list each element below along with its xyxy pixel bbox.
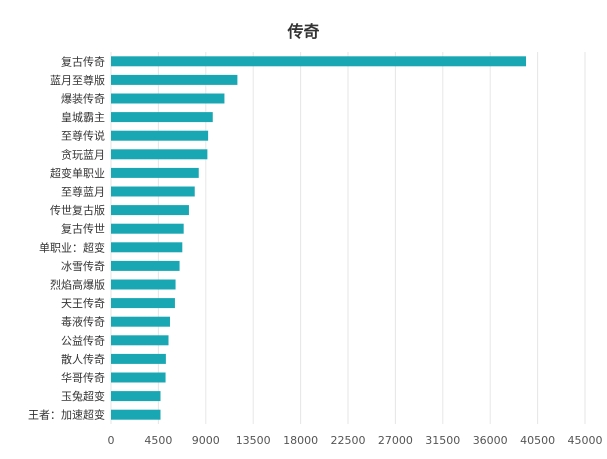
x-tick-label: 18000: [283, 434, 318, 447]
bar: [111, 167, 199, 178]
x-tick-label: 31500: [425, 434, 460, 447]
bar: [111, 335, 169, 346]
bar: [111, 223, 184, 234]
bar: [111, 372, 166, 383]
x-tick-label: 9000: [192, 434, 220, 447]
category-label: 皇城霸主: [61, 110, 105, 124]
bar: [111, 74, 238, 85]
x-tick-label: 27000: [378, 434, 413, 447]
category-label: 贪玩蓝月: [61, 147, 105, 161]
category-label: 传世复古版: [50, 203, 105, 217]
bar: [111, 93, 225, 104]
category-label: 华哥传奇: [61, 371, 105, 385]
bar: [111, 316, 170, 327]
category-label: 玉兔超变: [61, 389, 105, 403]
category-label: 超变单职业: [50, 166, 105, 180]
category-label: 蓝月至尊版: [50, 73, 105, 87]
bar: [111, 130, 209, 141]
x-tick-label: 13500: [236, 434, 271, 447]
category-label: 爆装传奇: [61, 92, 105, 106]
category-label: 烈焰高爆版: [50, 278, 105, 292]
bar: [111, 56, 527, 67]
bar: [111, 353, 166, 364]
category-label: 毒液传奇: [61, 315, 105, 329]
bar: [111, 391, 161, 402]
category-label: 公益传奇: [61, 333, 105, 347]
category-label: 复古传世: [61, 222, 105, 236]
x-tick-label: 22500: [331, 434, 366, 447]
bar: [111, 149, 208, 160]
category-label: 冰雪传奇: [61, 260, 105, 273]
x-tick-label: 40500: [520, 434, 555, 447]
bar: [111, 279, 176, 290]
chart-title: 传奇: [287, 22, 320, 41]
bar: [111, 298, 175, 309]
bar: [111, 112, 213, 123]
category-label: 散人传奇: [61, 352, 105, 366]
x-tick-label: 0: [108, 434, 115, 447]
category-label: 单职业：超变: [39, 240, 105, 254]
bar: [111, 260, 180, 271]
category-label: 至尊传说: [61, 129, 105, 143]
bar: [111, 409, 161, 420]
bar: [111, 186, 195, 197]
category-label: 复古传奇: [61, 54, 105, 68]
bar: [111, 242, 183, 253]
x-tick-label: 4500: [144, 434, 172, 447]
category-label: 天王传奇: [61, 297, 105, 310]
x-tick-label: 36000: [473, 434, 508, 447]
category-label: 王者：加速超变: [28, 408, 105, 422]
x-tick-label: 45000: [568, 434, 603, 447]
category-label: 至尊蓝月: [61, 185, 105, 199]
bar: [111, 205, 189, 216]
